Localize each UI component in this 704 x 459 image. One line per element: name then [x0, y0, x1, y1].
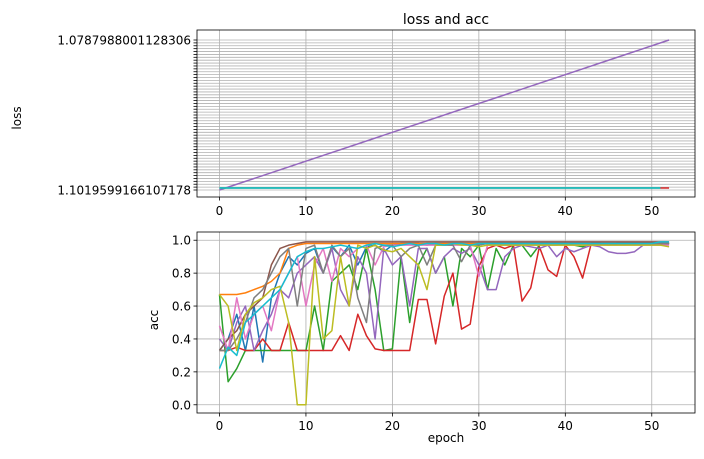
x-tick-label: 50	[644, 419, 659, 433]
y-tick-label: 1.1019599166107178	[57, 184, 191, 198]
y-tick-label: 0.2	[172, 365, 191, 379]
acc-series-line	[218, 241, 670, 351]
acc-plot: 0.0 0.2 0.4 0.6 0.8 1.0 0 10 20 30 40 50	[172, 231, 696, 433]
x-tick-label: 20	[385, 419, 400, 433]
y-tick-label: 0.8	[172, 267, 191, 281]
loss-series-line	[219, 39, 670, 191]
loss-axes-frame	[196, 29, 696, 198]
x-tick-label: 40	[558, 419, 573, 433]
y-tick-label: 0.0	[172, 398, 191, 412]
x-tick-label: 10	[298, 419, 313, 433]
x-tick-label: 0	[216, 204, 224, 218]
acc-axis-label: acc	[147, 310, 161, 331]
acc-series-line	[218, 241, 670, 369]
acc-series-line	[218, 242, 670, 363]
x-tick-label: 0	[216, 419, 224, 433]
epoch-axis-label: epoch	[428, 431, 465, 445]
x-tick-label: 30	[471, 419, 486, 433]
x-tick-label: 50	[644, 204, 659, 218]
loss-axis-label: loss	[10, 106, 24, 129]
x-tick-label: 10	[298, 204, 313, 218]
chart-title: loss and acc	[403, 12, 489, 28]
loss-plot: 0 10 20 30 40 50 1.1019599166107178 1.078798800…	[57, 29, 696, 218]
y-tick-label: 1.0787988001128306	[57, 34, 191, 48]
acc-series-line	[218, 242, 670, 406]
acc-axes-frame	[196, 231, 696, 414]
acc-series-line	[219, 242, 670, 296]
x-tick-label: 40	[558, 204, 573, 218]
y-tick-label: 1.0	[172, 234, 191, 248]
x-tick-label: 20	[385, 204, 400, 218]
x-tick-label: 30	[471, 204, 486, 218]
y-tick-label: 0.4	[172, 332, 191, 346]
y-tick-label: 0.6	[172, 300, 191, 314]
